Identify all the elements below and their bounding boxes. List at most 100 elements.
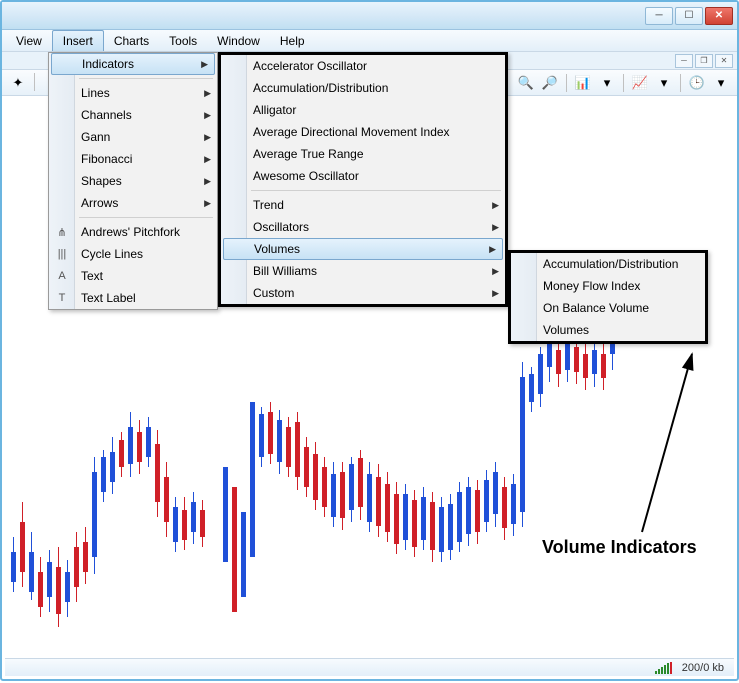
menu-item-label: Gann — [81, 130, 110, 144]
annotation-text: Volume Indicators — [542, 537, 697, 558]
chart-type-dropdown-icon[interactable]: ▾ — [597, 73, 617, 93]
menu-item-icon: ⋔ — [54, 224, 70, 240]
menu-item-oscillators[interactable]: Oscillators ▶ — [221, 216, 505, 238]
volumes-submenu-dropdown: Accumulation/Distribution Money Flow Inde… — [508, 250, 708, 344]
submenu-arrow-icon: ▶ — [492, 266, 499, 277]
menu-tools[interactable]: Tools — [159, 30, 207, 51]
menu-item-label: Custom — [253, 286, 294, 300]
menu-item-average-directional-movement-index[interactable]: Average Directional Movement Index — [221, 121, 505, 143]
menu-item-accumulation-distribution[interactable]: Accumulation/Distribution — [221, 77, 505, 99]
chart-type-icon[interactable]: 📊 — [573, 73, 593, 93]
menu-item-label: On Balance Volume — [543, 301, 649, 315]
menu-item-shapes[interactable]: Shapes▶ — [49, 170, 217, 192]
menu-item-cycle-lines[interactable]: Cycle Lines ||| — [49, 243, 217, 265]
menu-item-accumulation-distribution[interactable]: Accumulation/Distribution — [511, 253, 705, 275]
zoom-in-icon[interactable]: 🔍 — [516, 73, 536, 93]
toolbar-new-icon[interactable]: ✦ — [8, 73, 28, 93]
menu-item-label: Trend — [253, 198, 284, 212]
window-maximize-button[interactable]: ☐ — [675, 7, 703, 25]
menu-item-trend[interactable]: Trend ▶ — [221, 194, 505, 216]
menu-item-label: Text Label — [81, 291, 136, 305]
menu-item-label: Channels — [81, 108, 132, 122]
menu-item-label: Accumulation/Distribution — [543, 257, 678, 271]
menu-item-gann[interactable]: Gann ▶ — [49, 126, 217, 148]
submenu-arrow-icon: ▶ — [204, 176, 211, 187]
menu-separator — [251, 190, 501, 191]
indicators-submenu-dropdown: Accelerator Oscillator Accumulation/Distr… — [218, 52, 508, 307]
menu-item-alligator[interactable]: Alligator — [221, 99, 505, 121]
menu-item-label: Volumes — [543, 323, 589, 337]
menu-help[interactable]: Help — [270, 30, 315, 51]
child-restore-button[interactable]: ❐ — [695, 54, 713, 68]
submenu-arrow-icon: ▶ — [204, 110, 211, 121]
separator — [566, 74, 567, 92]
menu-item-label: Cycle Lines — [81, 247, 143, 261]
window-minimize-button[interactable]: ─ — [645, 7, 673, 25]
menu-item-label: Awesome Oscillator — [253, 169, 359, 183]
status-text: 200/0 kb — [682, 662, 724, 674]
menu-item-label: Text — [81, 269, 103, 283]
menu-item-accelerator-oscillator[interactable]: Accelerator Oscillator — [221, 55, 505, 77]
menu-separator — [79, 78, 213, 79]
menu-item-label: Andrews' Pitchfork — [81, 225, 180, 239]
child-minimize-button[interactable]: ─ — [675, 54, 693, 68]
menu-item-label: Oscillators — [253, 220, 309, 234]
menu-item-channels[interactable]: Channels ▶ — [49, 104, 217, 126]
submenu-arrow-icon: ▶ — [201, 59, 208, 70]
menu-item-label: Accumulation/Distribution — [253, 81, 388, 95]
menu-item-bill-williams[interactable]: Bill Williams ▶ — [221, 260, 505, 282]
zoom-out-icon[interactable]: 🔎 — [540, 73, 560, 93]
menu-window[interactable]: Window — [207, 30, 270, 51]
menu-item-label: Fibonacci — [81, 152, 132, 166]
menu-item-awesome-oscillator[interactable]: Awesome Oscillator — [221, 165, 505, 187]
menu-view[interactable]: View — [6, 30, 52, 51]
menu-item-fibonacci[interactable]: Fibonacci ▶ — [49, 148, 217, 170]
menu-item-indicators[interactable]: Indicators ▶ — [51, 53, 215, 75]
submenu-arrow-icon: ▶ — [204, 154, 211, 165]
menu-item-on-balance-volume[interactable]: On Balance Volume — [511, 297, 705, 319]
window-close-button[interactable]: ✕ — [705, 7, 733, 25]
indicators-icon[interactable]: 📈 — [630, 73, 650, 93]
status-bar: 200/0 kb — [5, 658, 734, 676]
menu-item-icon: T — [54, 290, 70, 306]
menu-item-icon: ||| — [54, 246, 70, 262]
menu-item-label: Average Directional Movement Index — [253, 125, 450, 139]
menu-item-label: Average True Range — [253, 147, 364, 161]
menu-item-label: Arrows — [81, 196, 118, 210]
menu-item-custom[interactable]: Custom ▶ — [221, 282, 505, 304]
menu-insert[interactable]: Insert — [52, 30, 104, 51]
menu-item-money-flow-index[interactable]: Money Flow Index — [511, 275, 705, 297]
submenu-arrow-icon: ▶ — [492, 288, 499, 299]
indicators-dropdown-icon[interactable]: ▾ — [654, 73, 674, 93]
menu-item-label: Alligator — [253, 103, 296, 117]
submenu-arrow-icon: ▶ — [204, 88, 211, 99]
submenu-arrow-icon: ▶ — [204, 132, 211, 143]
periodicity-dropdown-icon[interactable]: ▾ — [711, 73, 731, 93]
menu-item-label: Volumes — [254, 242, 300, 256]
child-close-button[interactable]: ✕ — [715, 54, 733, 68]
menu-item-lines[interactable]: Lines▶ — [49, 82, 217, 104]
separator — [680, 74, 681, 92]
menubar: ViewInsertChartsToolsWindowHelp — [2, 30, 737, 52]
menu-charts[interactable]: Charts — [104, 30, 159, 51]
menu-item-average-true-range[interactable]: Average True Range — [221, 143, 505, 165]
menu-item-icon: A — [54, 268, 70, 284]
insert-menu-dropdown: Indicators▶Lines▶Channels▶Gann▶Fibonacci… — [48, 52, 218, 310]
menu-item-volumes[interactable]: Volumes — [511, 319, 705, 341]
submenu-arrow-icon: ▶ — [492, 222, 499, 233]
menu-item-arrows[interactable]: Arrows ▶ — [49, 192, 217, 214]
menu-item-label: Accelerator Oscillator — [253, 59, 367, 73]
submenu-arrow-icon: ▶ — [204, 198, 211, 209]
menu-item-text[interactable]: Text A — [49, 265, 217, 287]
menu-item-label: Money Flow Index — [543, 279, 640, 293]
menu-item-label: Bill Williams — [253, 264, 317, 278]
periodicity-icon[interactable]: 🕒 — [687, 73, 707, 93]
menu-item-volumes[interactable]: Volumes ▶ — [223, 238, 503, 260]
separator — [34, 73, 35, 91]
submenu-arrow-icon: ▶ — [492, 200, 499, 211]
menu-item-text-label[interactable]: Text Label T — [49, 287, 217, 309]
connection-signal-icon — [655, 662, 672, 674]
menu-item-andrews-pitchfork[interactable]: Andrews' Pitchfork ⋔ — [49, 221, 217, 243]
submenu-arrow-icon: ▶ — [489, 244, 496, 255]
menu-item-label: Indicators — [82, 57, 134, 71]
